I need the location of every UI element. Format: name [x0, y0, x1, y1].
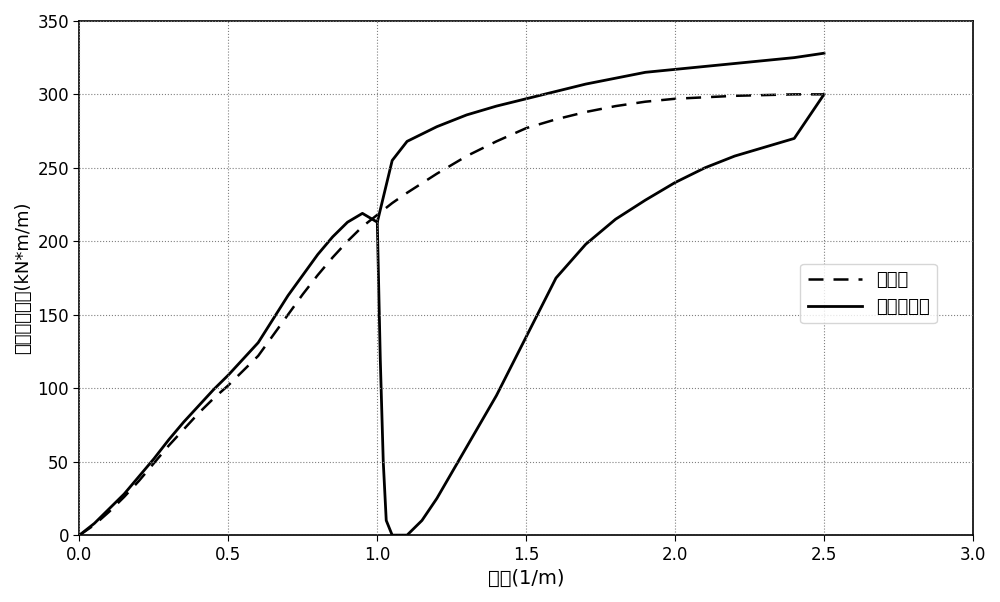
碳钙板 — [237, 367, 249, 374]
铝钙复合板 — [386, 157, 398, 164]
铝钙复合板 — [788, 54, 800, 61]
碳钙板 — [818, 91, 830, 98]
铝钙复合板 — [356, 209, 368, 217]
铝钙复合板 — [88, 520, 100, 527]
铝钙复合板 — [73, 532, 85, 539]
Y-axis label: 单位宽度弯矩(kN*m/m): 单位宽度弯矩(kN*m/m) — [14, 202, 32, 354]
碳钙板 — [312, 272, 324, 279]
铝钙复合板 — [699, 63, 711, 70]
碳钙板 — [193, 409, 205, 417]
碳钙板 — [222, 382, 234, 389]
铝钙复合板 — [312, 251, 324, 258]
碳钙板 — [208, 395, 220, 402]
Line: 碳钙板: 碳钙板 — [79, 95, 824, 535]
碳钙板 — [431, 170, 443, 178]
碳钙板 — [297, 291, 309, 298]
铝钙复合板 — [729, 60, 741, 67]
铝钙复合板 — [669, 66, 681, 73]
碳钙板 — [461, 152, 473, 160]
铝钙复合板 — [193, 402, 205, 409]
碳钙板 — [118, 493, 130, 500]
碳钙板 — [148, 459, 160, 467]
碳钙板 — [729, 92, 741, 99]
碳钙板 — [401, 189, 413, 196]
铝钙复合板 — [342, 219, 354, 226]
铝钙复合板 — [371, 219, 383, 226]
Legend: 碳钙板, 铝钙复合板: 碳钙板, 铝钙复合板 — [800, 264, 937, 323]
碳钙板 — [282, 311, 294, 318]
碳钙板 — [252, 352, 264, 359]
铝钙复合板 — [490, 102, 502, 110]
铝钙复合板 — [461, 111, 473, 119]
铝钙复合板 — [252, 339, 264, 346]
碳钙板 — [342, 238, 354, 245]
碳钙板 — [788, 91, 800, 98]
碳钙板 — [699, 94, 711, 101]
碳钙板 — [639, 98, 651, 105]
碳钙板 — [73, 532, 85, 539]
碳钙板 — [520, 125, 532, 132]
铝钙复合板 — [758, 57, 770, 64]
铝钙复合板 — [133, 473, 145, 480]
铝钙复合板 — [610, 75, 622, 82]
X-axis label: 曲率(1/m): 曲率(1/m) — [488, 569, 564, 588]
碳钙板 — [580, 108, 592, 116]
碳钙板 — [133, 477, 145, 485]
铝钙复合板 — [148, 455, 160, 462]
铝钙复合板 — [401, 138, 413, 145]
碳钙板 — [178, 426, 190, 433]
碳钙板 — [356, 223, 368, 230]
铝钙复合板 — [118, 491, 130, 498]
铝钙复合板 — [297, 272, 309, 279]
铝钙复合板 — [103, 505, 115, 512]
碳钙板 — [327, 254, 339, 261]
碳钙板 — [758, 92, 770, 99]
铝钙复合板 — [327, 233, 339, 240]
碳钙板 — [163, 442, 175, 449]
铝钙复合板 — [818, 49, 830, 57]
碳钙板 — [386, 199, 398, 206]
铝钙复合板 — [222, 371, 234, 379]
铝钙复合板 — [520, 95, 532, 102]
铝钙复合板 — [237, 355, 249, 362]
铝钙复合板 — [282, 292, 294, 299]
铝钙复合板 — [580, 81, 592, 88]
铝钙复合板 — [431, 123, 443, 130]
铝钙复合板 — [163, 436, 175, 443]
碳钙板 — [103, 508, 115, 515]
碳钙板 — [88, 521, 100, 529]
碳钙板 — [267, 332, 279, 339]
铝钙复合板 — [267, 315, 279, 323]
碳钙板 — [371, 211, 383, 219]
碳钙板 — [610, 102, 622, 110]
碳钙板 — [490, 138, 502, 145]
铝钙复合板 — [550, 88, 562, 95]
碳钙板 — [669, 95, 681, 102]
铝钙复合板 — [639, 69, 651, 76]
铝钙复合板 — [178, 418, 190, 426]
Line: 铝钙复合板: 铝钙复合板 — [79, 53, 824, 535]
碳钙板 — [550, 116, 562, 123]
铝钙复合板 — [208, 386, 220, 393]
